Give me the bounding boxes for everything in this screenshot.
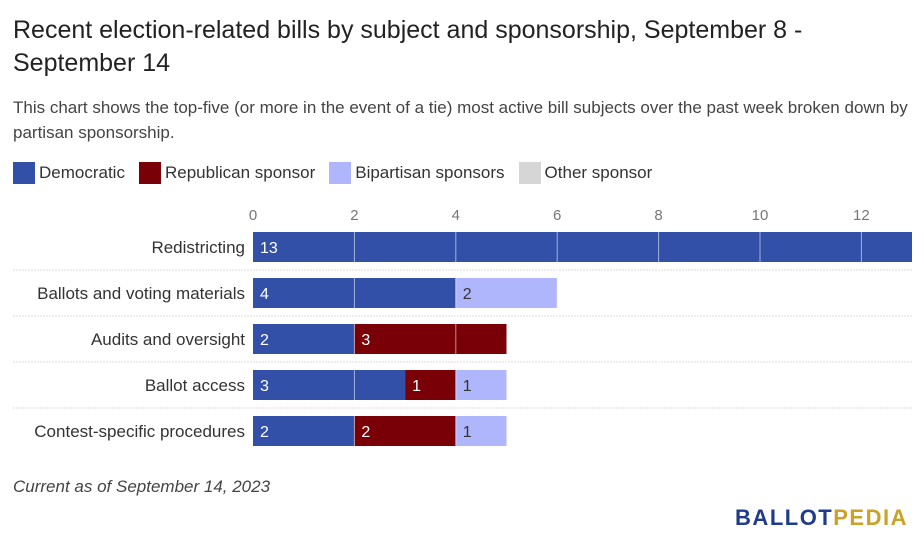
category-label: Audits and oversight: [91, 330, 245, 349]
logo-part-pedia: PEDIA: [833, 505, 908, 530]
legend-label-democratic: Democratic: [39, 163, 125, 182]
bar-segment: [455, 278, 558, 308]
legend-swatch-republican: [138, 162, 161, 184]
bar-segment: [253, 370, 406, 400]
bar-value-label: 3: [260, 378, 269, 395]
legend-item-republican: Republican sponsor: [138, 162, 316, 184]
bar-segment: [354, 416, 456, 446]
legend-swatch-other: [518, 162, 541, 184]
category-label: Ballot access: [145, 376, 245, 395]
category-label: Redistricting: [151, 238, 245, 257]
footer-note: Current as of September 14, 2023: [13, 477, 271, 496]
category-label: Contest-specific procedures: [34, 422, 245, 441]
bar-segment: [354, 324, 507, 354]
bar-value-label: 2: [260, 424, 269, 441]
legend-item-bipartisan: Bipartisan sponsors: [329, 162, 505, 184]
chart-title: Recent election-related bills by subject…: [13, 16, 803, 77]
bar-segment: [405, 370, 456, 400]
legend-item-other: Other sponsor: [518, 162, 653, 184]
bar-value-label: 2: [361, 424, 370, 441]
x-tick-label: 0: [249, 207, 257, 224]
legend-item-democratic: Democratic: [13, 162, 125, 184]
x-tick-label: 4: [452, 207, 460, 224]
bar-segment: [253, 416, 355, 446]
bar-segment: [253, 324, 355, 354]
x-tick-label: 6: [553, 207, 561, 224]
legend-label-republican: Republican sponsor: [164, 163, 316, 182]
chart-subtitle: This chart shows the top-five (or more i…: [13, 98, 908, 142]
bar-value-label: 1: [412, 378, 421, 395]
bar-segment: [455, 370, 507, 400]
bar-value-label: 1: [463, 378, 472, 395]
x-tick-label: 10: [752, 207, 769, 224]
x-tick-label: 2: [350, 207, 358, 224]
logo-part-ballot: BALLOT: [735, 505, 834, 530]
chart-legend: Democratic Republican sponsor Bipartisan…: [13, 162, 652, 184]
bar-value-label: 1: [463, 424, 472, 441]
bar-value-label: 2: [463, 286, 472, 303]
x-tick-label: 12: [853, 207, 870, 224]
bar-value-label: 4: [260, 286, 269, 303]
bar-value-label: 2: [260, 332, 269, 349]
legend-label-bipartisan: Bipartisan sponsors: [355, 163, 505, 182]
legend-swatch-democratic: [13, 162, 35, 184]
category-label: Ballots and voting materials: [37, 284, 245, 303]
bar-value-label: 13: [260, 240, 278, 257]
bar-value-label: 3: [361, 332, 370, 349]
bar-segment: [253, 232, 912, 262]
legend-swatch-bipartisan: [329, 162, 352, 184]
bar-segment: [455, 416, 507, 446]
ballotpedia-logo: BALLOTPEDIA: [735, 505, 908, 531]
legend-label-other: Other sponsor: [544, 163, 653, 182]
x-tick-label: 8: [654, 207, 662, 224]
